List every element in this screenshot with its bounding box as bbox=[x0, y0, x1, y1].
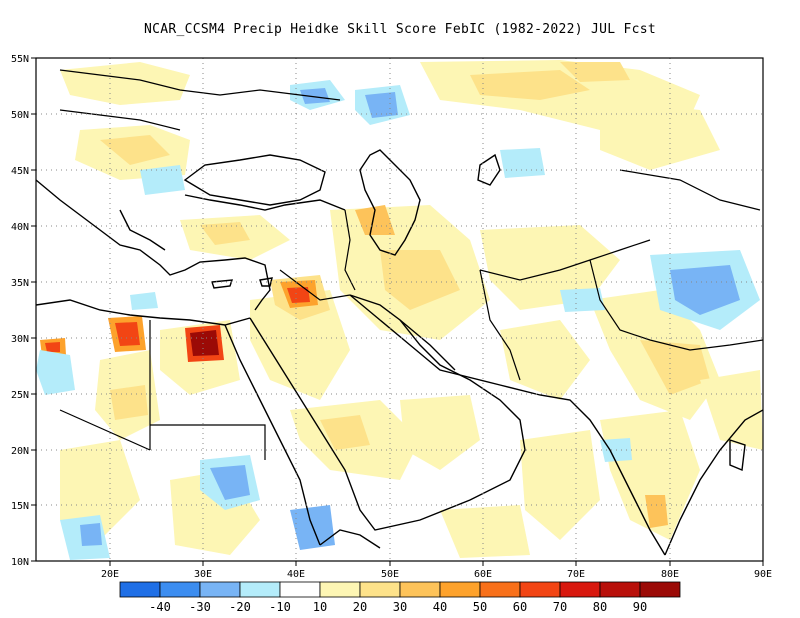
colorbar-swatch bbox=[319, 581, 361, 598]
lat-labels: 55N 50N 45N 40N 35N 30N 25N 20N 15N 10N bbox=[11, 54, 29, 568]
colorbar-label: 40 bbox=[433, 600, 447, 614]
colorbar-swatch bbox=[399, 581, 441, 598]
colorbar-swatch bbox=[599, 581, 641, 598]
lat-label: 35N bbox=[11, 278, 29, 289]
colorbar-swatch bbox=[159, 581, 201, 598]
map-frame bbox=[35, 57, 764, 562]
lat-label: 15N bbox=[11, 501, 29, 512]
negative-skill-shading bbox=[36, 80, 760, 560]
colorbar-label: 60 bbox=[513, 600, 527, 614]
colorbar-label: -40 bbox=[149, 600, 171, 614]
colorbar-label: 50 bbox=[473, 600, 487, 614]
lon-label: 60E bbox=[474, 569, 492, 580]
colorbar-label: 90 bbox=[633, 600, 647, 614]
shading-layer bbox=[36, 60, 763, 560]
colorbar-swatch bbox=[119, 581, 161, 598]
colorbar-label: 30 bbox=[393, 600, 407, 614]
lat-label: 30N bbox=[11, 334, 29, 345]
coastlines bbox=[36, 69, 763, 556]
lon-label: 40E bbox=[287, 569, 305, 580]
colorbar-swatch bbox=[559, 581, 601, 598]
lat-label: 40N bbox=[11, 222, 29, 233]
colorbar-swatch bbox=[479, 581, 521, 598]
lon-labels: 20E 30E 40E 50E 60E 70E 80E 90E bbox=[101, 569, 772, 580]
positive-skill-shading bbox=[40, 60, 763, 558]
colorbar-swatch bbox=[279, 581, 321, 598]
colorbar-swatch bbox=[359, 581, 401, 598]
lat-label: 55N bbox=[11, 54, 29, 65]
grid-lines bbox=[36, 58, 763, 561]
lat-label: 20N bbox=[11, 446, 29, 457]
colorbar-swatch bbox=[199, 581, 241, 598]
colorbar-label: 20 bbox=[353, 600, 367, 614]
colorbar-swatch bbox=[439, 581, 481, 598]
colorbar-label: 70 bbox=[553, 600, 567, 614]
lat-label: 25N bbox=[11, 390, 29, 401]
colorbar-label: -20 bbox=[229, 600, 251, 614]
axis-ticks bbox=[31, 57, 764, 566]
lon-label: 20E bbox=[101, 569, 119, 580]
colorbar-label: 10 bbox=[313, 600, 327, 614]
lat-label: 50N bbox=[11, 110, 29, 121]
colorbar-swatch bbox=[639, 581, 681, 598]
lon-label: 90E bbox=[754, 569, 772, 580]
lon-label: 30E bbox=[194, 569, 212, 580]
lon-label: 50E bbox=[381, 569, 399, 580]
colorbar-label: 80 bbox=[593, 600, 607, 614]
lon-label: 80E bbox=[661, 569, 679, 580]
colorbar-labels: -40 -30 -20 -10 10 20 30 40 50 60 70 80 90 bbox=[149, 600, 647, 614]
colorbar-label: -10 bbox=[269, 600, 291, 614]
colorbar-label: -30 bbox=[189, 600, 211, 614]
colorbar bbox=[119, 581, 681, 598]
lat-label: 10N bbox=[11, 557, 29, 568]
lat-label: 45N bbox=[11, 166, 29, 177]
lon-label: 70E bbox=[567, 569, 585, 580]
colorbar-swatch bbox=[519, 581, 561, 598]
colorbar-swatch bbox=[239, 581, 281, 598]
chart-title: NCAR_CCSM4 Precip Heidke Skill Score Feb… bbox=[144, 22, 656, 37]
